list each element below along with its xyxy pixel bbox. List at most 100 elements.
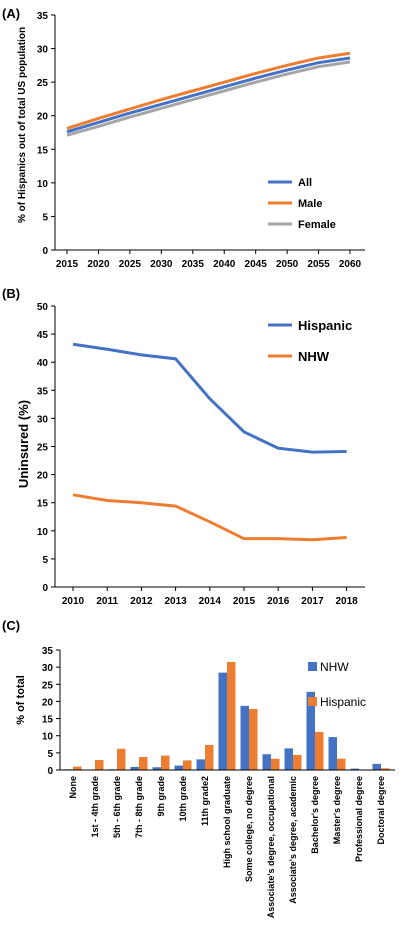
chart-a-x-tick-label: 2040 [213,259,236,270]
chart-c-x-tick-label: 1st - 4th grade [90,776,100,838]
chart-a-series-line-female [66,60,351,137]
chart-c-bar-hispanic [271,758,280,770]
chart-c-legend-swatch-nhw [308,662,317,671]
chart-a-y-tick-label: 35 [37,11,49,22]
chart-c-bar-nhw [350,768,359,770]
chart-c-bar-nhw [174,765,183,770]
chart-c-bar-hispanic [249,708,258,770]
chart-c-x-tick-label: None [68,776,78,799]
panel-c-label: (C) [2,618,20,633]
chart-b-x-tick-label: 2011 [96,596,118,607]
chart-c-y-tick-label: 20 [42,697,54,708]
chart-c-y-tick-label: 0 [47,766,53,777]
chart-c-y-tick-label: 25 [42,680,54,691]
chart-c-bar-hispanic [139,756,148,770]
chart-c-y-tick-label: 10 [42,732,54,743]
chart-a-x-tick-label: 2020 [87,259,110,270]
chart-c-bar-nhw [284,748,293,770]
chart-a-x-tick-label: 2045 [245,259,268,270]
chart-c-y-axis-label: % of total [15,675,27,725]
chart-c-x-tick-label: 5th - 6th grade [112,776,122,838]
chart-a-y-tick-label: 10 [37,179,49,190]
chart-b-y-tick-label: 5 [42,555,48,566]
chart-b-y-axis-label: Uninsured (%) [16,400,31,488]
chart-a-x-tick-label: 2050 [276,259,299,270]
chart-b: (B) Uninsured (%) 0 5 10 15 20 25 30 35 40 45 50 20… [2,286,365,607]
chart-a-x-tick-label: 2015 [56,259,79,270]
chart-c-bar-hispanic [161,755,170,770]
chart-b-x-tick-label: 2016 [267,596,290,607]
chart-a-legend-label-female: Female [298,219,336,231]
chart-a-y-tick-label: 5 [42,212,48,223]
chart-a-legend-label-all: All [298,177,312,189]
chart-b-x-tick-label: 2018 [335,596,358,607]
chart-b-y-tick-label: 40 [37,358,49,369]
chart-c-x-tick-label: Bachelor's degree [310,776,320,854]
chart-c-bar-nhw [372,763,381,770]
chart-b-y-tick-label: 20 [37,471,49,482]
chart-b-y-tick-label: 10 [37,527,49,538]
chart-c-bar-hispanic [205,744,214,770]
chart-c-x-tick-label: Doctoral degree [376,776,386,845]
chart-c-bar-hispanic [337,758,346,770]
chart-c-x-tick-label: Some college, no degree [244,776,254,882]
chart-c-bar-hispanic [227,662,236,770]
chart-a-y-tick-label: 0 [42,246,48,257]
chart-c: (C) % of total 0 5 10 15 20 25 30 35 None 1st - 4… [2,618,395,918]
chart-a-series-line-male [66,51,351,130]
chart-b-series-line-hispanic [72,342,347,454]
chart-c-bar-nhw [130,766,139,770]
chart-a-y-tick-label: 25 [37,78,49,89]
chart-b-x-tick-label: 2017 [301,596,324,607]
chart-c-x-tick-label: Master's degree [332,776,342,844]
panel-b-label: (B) [2,286,20,301]
chart-b-legend-label-nhw: NHW [298,349,330,364]
chart-c-bar-hispanic [95,760,104,770]
chart-b-x-tick-label: 2014 [199,596,222,607]
chart-c-bar-nhw [152,767,161,770]
chart-b-y-tick-label: 15 [37,499,49,510]
chart-c-y-tick-label: 30 [42,663,54,674]
chart-c-bar-nhw [240,705,249,770]
chart-c-y-tick-label: 15 [42,715,54,726]
chart-c-legend-label-hispanic: Hispanic [320,695,366,709]
chart-c-bar-nhw [196,759,205,770]
chart-c-x-tick-label: Associate's degree, occupational [266,776,276,918]
chart-b-y-tick-label: 45 [37,330,49,341]
chart-a-x-tick-label: 2060 [339,259,362,270]
chart-c-bar-hispanic [183,760,192,770]
chart-c-bar-hispanic [73,766,82,770]
chart-c-bar-nhw [306,691,315,770]
chart-c-y-tick-label: 5 [47,749,53,760]
chart-c-bar-hispanic [293,754,302,770]
chart-a-y-tick-label: 20 [37,112,49,123]
chart-b-y-tick-label: 25 [37,443,49,454]
chart-a-x-tick-label: 2055 [307,259,330,270]
chart-b-x-tick-label: 2015 [233,596,256,607]
chart-b-x-tick-label: 2010 [62,596,85,607]
chart-c-y-tick-label: 35 [42,646,54,657]
chart-c-x-tick-label: 9th grade [156,776,166,817]
chart-c-bar-nhw [262,754,271,770]
chart-c-legend-label-nhw: NHW [320,660,349,674]
chart-b-y-tick-label: 35 [37,386,49,397]
chart-c-bar-hispanic [315,731,324,770]
chart-c-bar-hispanic [117,748,126,770]
chart-b-series-line-nhw [72,493,347,542]
chart-a-y-tick-label: 30 [37,45,49,56]
chart-a-series-line-all [66,56,351,134]
chart-c-x-tick-label: Professional degree [354,776,364,862]
chart-b-y-tick-label: 0 [42,583,48,594]
chart-b-x-tick-label: 2012 [130,596,153,607]
chart-c-x-tick-label: High school graduate [222,776,232,868]
chart-c-x-tick-label: 10th grade [178,776,188,822]
chart-c-x-tick-label: 11th grade2 [200,776,210,826]
chart-c-x-tick-label: Associate's degree, academic [288,776,298,904]
chart-c-bar-nhw [218,672,227,770]
chart-b-y-tick-label: 30 [37,414,49,425]
chart-b-x-tick-label: 2013 [164,596,187,607]
chart-c-bar-hispanic [381,768,390,770]
chart-c-legend-swatch-hispanic [308,697,317,706]
chart-b-legend-label-hispanic: Hispanic [298,318,352,333]
